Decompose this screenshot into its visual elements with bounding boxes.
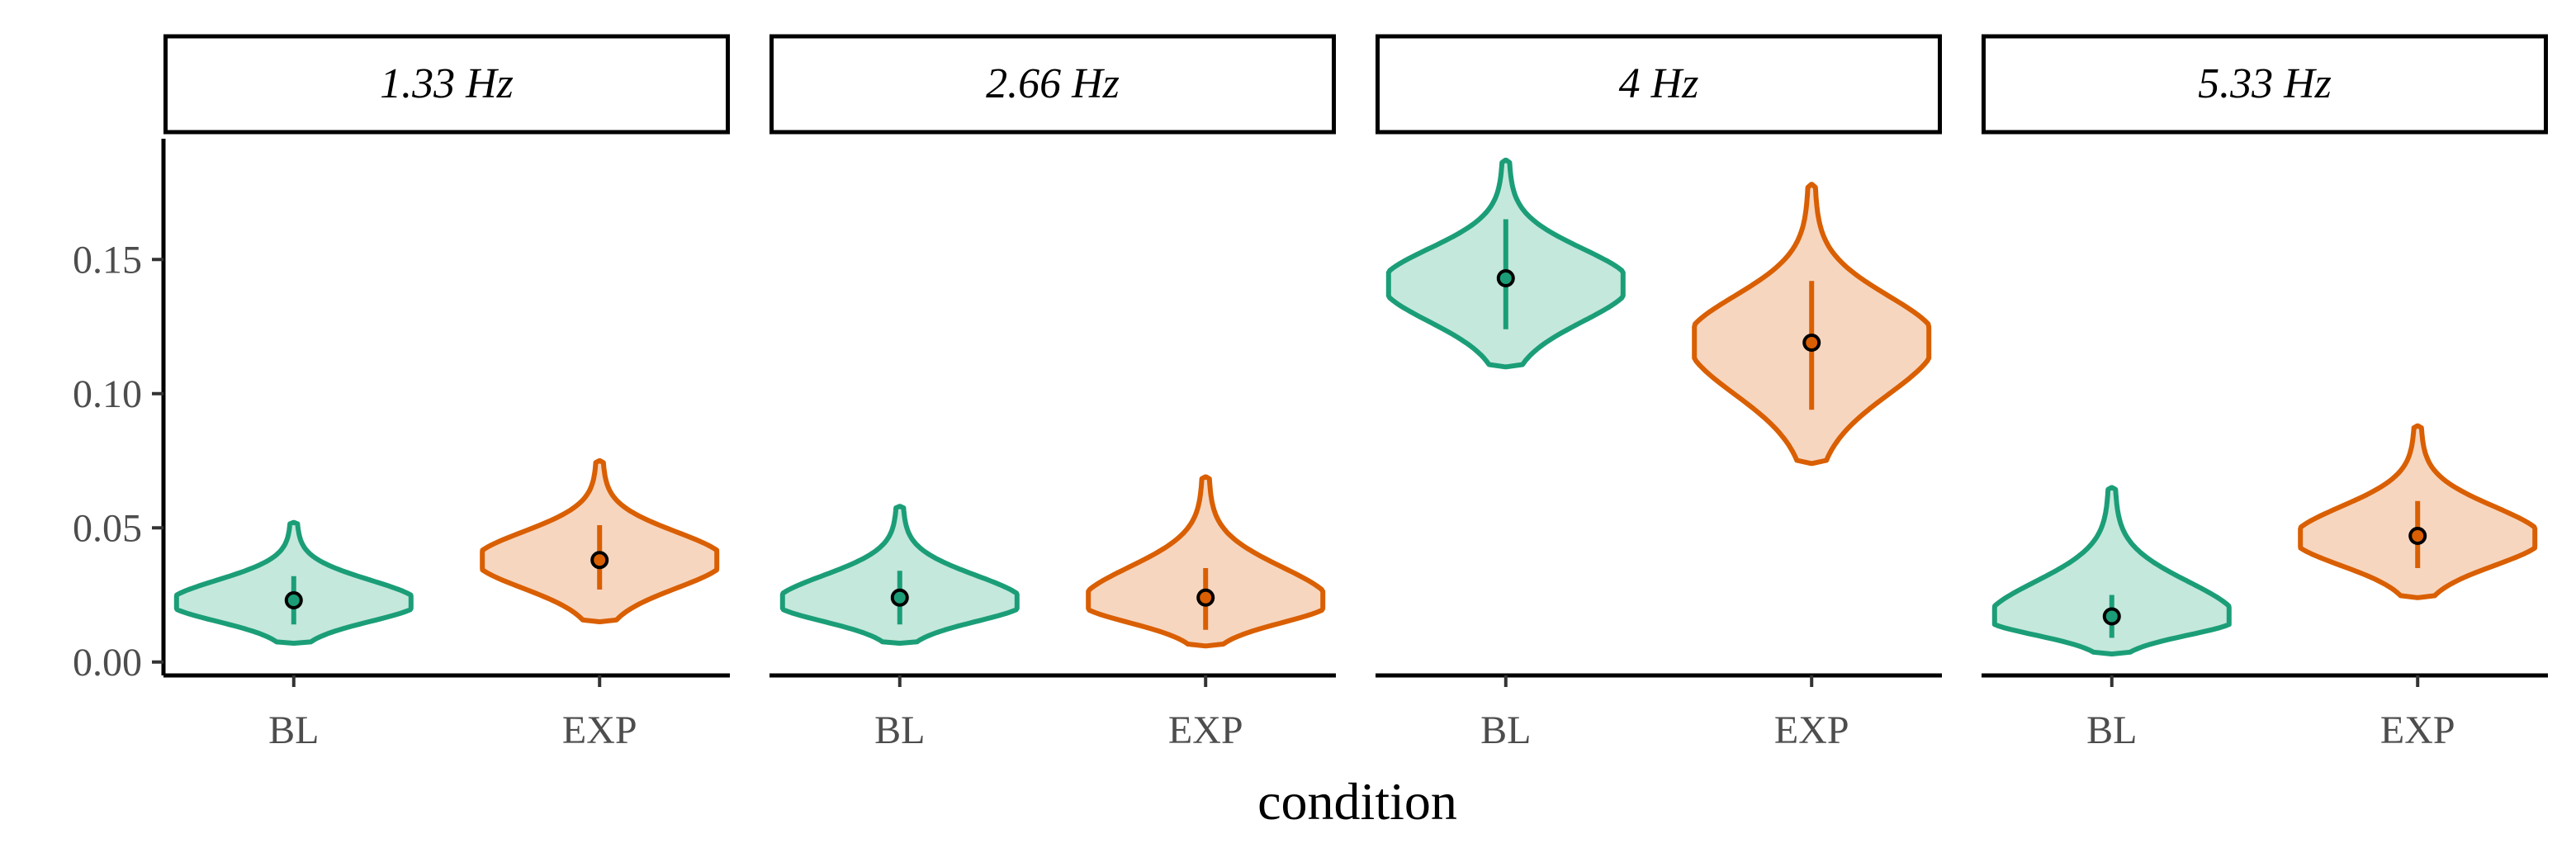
facet-strip bbox=[1376, 34, 1942, 135]
facet-label: 2.66 Hz bbox=[986, 60, 1120, 107]
mean-point bbox=[890, 588, 909, 607]
mean-point bbox=[590, 551, 609, 570]
violin-bl bbox=[1991, 485, 2232, 656]
facet-panel: 1.33 Hz BL EXP bbox=[163, 34, 730, 752]
facet-panel: 5.33 Hz BL EXP bbox=[1982, 34, 2548, 752]
y-axis: 0.00 0.05 0.10 0.15 bbox=[73, 139, 166, 685]
mean-point bbox=[2408, 527, 2427, 545]
facet-label: 5.33 Hz bbox=[2198, 60, 2332, 107]
x-axis-title: condition bbox=[1257, 772, 1457, 831]
mean-point bbox=[1196, 588, 1215, 607]
facet-panel: 4 Hz BL EXP bbox=[1376, 34, 1942, 752]
x-tick-label: EXP bbox=[1168, 708, 1243, 752]
x-tick-label: BL bbox=[2086, 708, 2137, 752]
violin-exp bbox=[1086, 474, 1326, 649]
x-tick-label: BL bbox=[874, 708, 925, 752]
facet-strip bbox=[1982, 34, 2548, 135]
x-tick-label: BL bbox=[1480, 708, 1531, 752]
y-tick-label: 0.05 bbox=[73, 506, 142, 550]
mean-point bbox=[1802, 334, 1821, 352]
facet-panel: 2.66 Hz BL EXP bbox=[769, 34, 1336, 752]
y-tick-label: 0.00 bbox=[73, 641, 142, 685]
facet-label: 4 Hz bbox=[1619, 60, 1699, 107]
mean-point bbox=[1496, 269, 1515, 287]
mean-point bbox=[284, 591, 303, 609]
x-tick-label: BL bbox=[268, 708, 319, 752]
y-tick-label: 0.10 bbox=[73, 372, 142, 416]
x-tick-label: EXP bbox=[2380, 708, 2455, 752]
facet-label: 1.33 Hz bbox=[380, 60, 514, 107]
mean-point bbox=[2102, 607, 2121, 626]
x-tick-label: EXP bbox=[562, 708, 637, 752]
facet-strip bbox=[163, 34, 730, 135]
y-tick-label: 0.15 bbox=[73, 238, 142, 282]
facet-strip bbox=[769, 34, 1336, 135]
x-tick-label: EXP bbox=[1774, 708, 1849, 752]
